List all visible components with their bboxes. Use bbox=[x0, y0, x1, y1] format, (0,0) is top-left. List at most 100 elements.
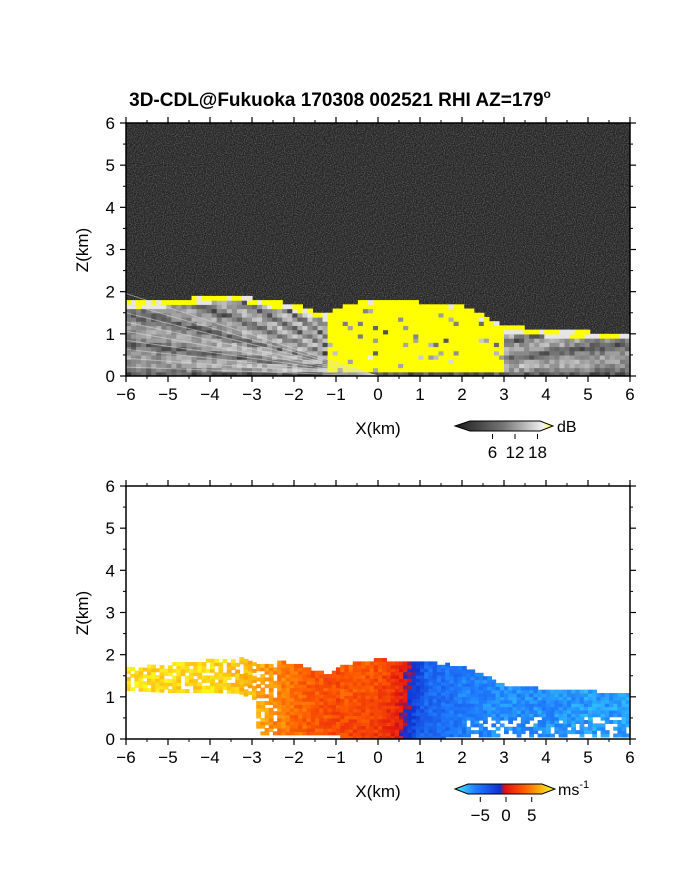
velocity-cell bbox=[403, 671, 408, 676]
velocity-cell bbox=[609, 703, 614, 708]
velocity-cell bbox=[277, 694, 282, 699]
velocity-cell bbox=[478, 726, 484, 731]
reflectivity-cell bbox=[231, 308, 238, 314]
velocity-cell bbox=[264, 714, 270, 719]
velocity-cell bbox=[449, 703, 455, 708]
velocity-cell bbox=[390, 674, 396, 679]
reflectivity-cell bbox=[201, 304, 208, 310]
reflectivity-cell bbox=[559, 346, 566, 352]
velocity-cell bbox=[504, 706, 509, 711]
reflectivity-cell bbox=[277, 346, 283, 352]
velocity-cell bbox=[373, 725, 379, 730]
reflectivity-cell bbox=[413, 371, 419, 376]
reflectivity-cell bbox=[423, 329, 429, 335]
reflectivity-cell bbox=[367, 333, 374, 339]
velocity-cell bbox=[378, 708, 383, 713]
reflectivity-cell bbox=[206, 321, 213, 326]
velocity-cell bbox=[449, 686, 455, 691]
velocity-cell bbox=[600, 733, 606, 738]
velocity-cell bbox=[462, 733, 467, 738]
velocity-cell bbox=[394, 674, 400, 679]
velocity-cell bbox=[583, 706, 589, 711]
velocity-cell bbox=[277, 697, 282, 702]
reflectivity-cell bbox=[463, 329, 470, 335]
reflectivity-xtick-label: 5 bbox=[583, 385, 592, 404]
velocity-cell bbox=[273, 721, 278, 726]
velocity-xtick-label: 3 bbox=[499, 748, 508, 767]
reflectivity-cell bbox=[352, 333, 359, 339]
reflectivity-cell bbox=[458, 308, 465, 314]
velocity-cell bbox=[457, 733, 463, 738]
reflectivity-cell bbox=[574, 371, 581, 376]
velocity-cell bbox=[504, 726, 509, 731]
reflectivity-cell bbox=[433, 308, 440, 314]
velocity-cell bbox=[457, 723, 463, 728]
velocity-cell bbox=[457, 686, 463, 691]
reflectivity-cell bbox=[383, 350, 389, 356]
reflectivity-cell bbox=[257, 354, 263, 360]
reflectivity-cell bbox=[267, 363, 273, 369]
colorbar-tick-label: 12 bbox=[506, 443, 525, 462]
velocity-cell bbox=[495, 713, 501, 718]
velocity-cell bbox=[420, 708, 425, 713]
reflectivity-cell bbox=[231, 325, 238, 331]
velocity-cell bbox=[512, 693, 518, 698]
reflectivity-cell bbox=[574, 338, 581, 343]
velocity-cell bbox=[382, 705, 387, 710]
velocity-cell bbox=[352, 728, 358, 733]
velocity-cell bbox=[134, 670, 140, 675]
velocity-cell bbox=[617, 713, 623, 718]
velocity-cell bbox=[243, 662, 249, 667]
reflectivity-cell bbox=[357, 304, 364, 310]
velocity-cell bbox=[340, 671, 345, 676]
velocity-cell bbox=[487, 682, 492, 687]
velocity-cell bbox=[138, 684, 144, 689]
velocity-cell bbox=[394, 732, 400, 737]
velocity-cell bbox=[394, 678, 400, 683]
reflectivity-cell bbox=[221, 338, 228, 343]
velocity-cell bbox=[411, 725, 417, 730]
velocity-cell bbox=[403, 725, 408, 730]
velocity-cell bbox=[378, 685, 383, 689]
velocity-cell bbox=[562, 713, 568, 718]
velocity-cell bbox=[579, 689, 585, 694]
velocity-cell bbox=[512, 713, 518, 718]
velocity-cell bbox=[424, 674, 429, 679]
reflectivity-cell bbox=[161, 359, 167, 364]
reflectivity-cell bbox=[594, 371, 601, 376]
velocity-cell bbox=[189, 678, 194, 683]
reflectivity-cell bbox=[216, 300, 223, 305]
reflectivity-cell bbox=[241, 304, 248, 310]
reflectivity-cell bbox=[176, 363, 183, 369]
reflectivity-cell bbox=[231, 316, 238, 322]
velocity-cell bbox=[575, 730, 581, 735]
velocity-cell bbox=[457, 689, 463, 694]
reflectivity-cell bbox=[302, 342, 309, 348]
velocity-cell bbox=[596, 693, 602, 698]
reflectivity-cell bbox=[438, 325, 445, 331]
velocity-cell bbox=[256, 690, 261, 695]
reflectivity-cell bbox=[559, 329, 566, 335]
velocity-cell bbox=[378, 732, 383, 737]
reflectivity-cell bbox=[241, 308, 248, 314]
velocity-cell bbox=[441, 668, 446, 673]
velocity-cell bbox=[294, 721, 299, 726]
reflectivity-cell bbox=[403, 329, 409, 335]
reflectivity-cell bbox=[282, 333, 288, 339]
velocity-cell bbox=[600, 693, 606, 698]
reflectivity-cell bbox=[186, 359, 193, 364]
velocity-cell bbox=[432, 705, 438, 710]
reflectivity-cell bbox=[483, 371, 490, 376]
velocity-cell bbox=[621, 713, 627, 718]
velocity-cell bbox=[277, 721, 282, 726]
velocity-cell bbox=[441, 735, 446, 739]
reflectivity-cell bbox=[211, 325, 218, 331]
reflectivity-cell bbox=[473, 329, 480, 335]
reflectivity-cell bbox=[297, 367, 303, 373]
velocity-cell bbox=[231, 686, 236, 691]
reflectivity-cell bbox=[418, 316, 424, 322]
velocity-cell bbox=[218, 689, 224, 694]
reflectivity-cell bbox=[357, 333, 364, 339]
reflectivity-cell bbox=[569, 329, 576, 335]
reflectivity-cell bbox=[141, 346, 147, 352]
